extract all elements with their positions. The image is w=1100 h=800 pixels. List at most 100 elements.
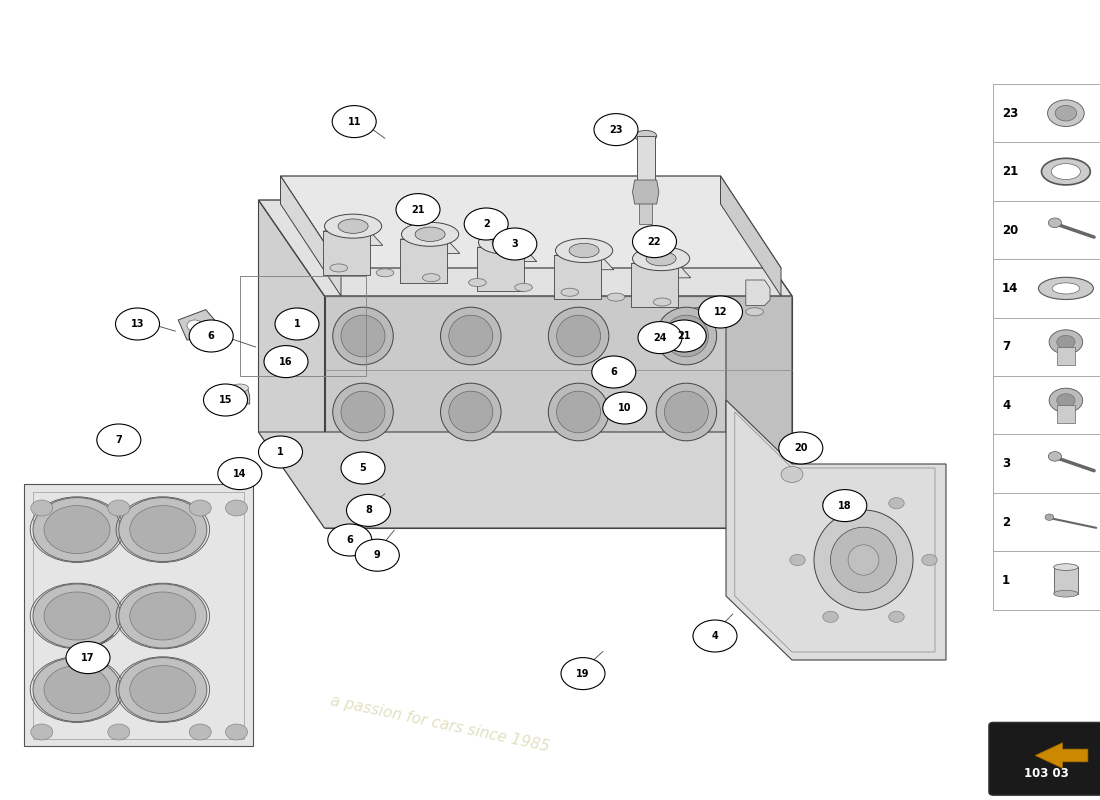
Text: 9: 9 (374, 550, 381, 560)
Circle shape (97, 424, 141, 456)
Ellipse shape (557, 315, 601, 357)
Ellipse shape (1053, 283, 1079, 294)
Text: 23: 23 (1002, 106, 1019, 120)
Ellipse shape (492, 235, 522, 250)
Polygon shape (631, 263, 691, 278)
Polygon shape (746, 280, 770, 306)
Text: a passion for cars since 1985: a passion for cars since 1985 (329, 694, 551, 754)
Text: 5: 5 (359, 458, 365, 467)
Text: 7: 7 (1002, 340, 1010, 354)
Ellipse shape (1047, 100, 1085, 126)
Text: 6: 6 (346, 535, 353, 545)
Polygon shape (554, 255, 601, 299)
Bar (1057, 346, 1075, 365)
Circle shape (264, 346, 308, 378)
Polygon shape (1035, 742, 1088, 768)
Ellipse shape (515, 283, 532, 291)
Circle shape (1045, 514, 1054, 520)
Text: 103 03: 103 03 (1024, 767, 1068, 780)
Circle shape (561, 658, 605, 690)
Circle shape (108, 724, 130, 740)
Text: 1: 1 (294, 319, 300, 329)
Circle shape (638, 322, 682, 354)
Circle shape (698, 296, 742, 328)
Text: 22: 22 (647, 230, 660, 240)
Circle shape (187, 320, 202, 331)
Circle shape (592, 356, 636, 388)
Ellipse shape (607, 293, 625, 301)
Circle shape (779, 432, 823, 464)
Circle shape (662, 320, 706, 352)
Ellipse shape (324, 214, 382, 238)
Circle shape (31, 500, 53, 516)
Bar (637, 136, 654, 200)
Polygon shape (280, 176, 781, 268)
Polygon shape (323, 231, 370, 275)
Ellipse shape (402, 222, 459, 246)
Text: 12: 12 (714, 307, 727, 317)
Circle shape (341, 452, 385, 484)
Circle shape (189, 500, 211, 516)
Text: 18: 18 (836, 495, 849, 505)
Text: 10: 10 (617, 397, 630, 406)
Ellipse shape (632, 246, 690, 270)
Polygon shape (477, 247, 537, 262)
Text: 1: 1 (1002, 574, 1010, 587)
Polygon shape (178, 310, 217, 340)
Text: 22: 22 (648, 237, 661, 246)
Circle shape (396, 194, 440, 226)
Ellipse shape (635, 130, 657, 142)
Ellipse shape (1042, 158, 1090, 185)
Ellipse shape (376, 269, 394, 277)
Circle shape (116, 308, 160, 340)
Circle shape (119, 584, 207, 648)
Circle shape (355, 539, 399, 571)
Bar (993, 142, 1100, 201)
Text: 3: 3 (512, 239, 518, 249)
Bar (993, 259, 1100, 318)
Ellipse shape (700, 303, 717, 311)
Ellipse shape (338, 219, 368, 234)
Text: EUROPES: EUROPES (433, 354, 755, 414)
Polygon shape (280, 176, 341, 296)
Ellipse shape (449, 391, 493, 433)
Circle shape (130, 592, 196, 640)
Circle shape (781, 466, 803, 482)
Polygon shape (400, 239, 447, 283)
Ellipse shape (1052, 164, 1080, 179)
Polygon shape (24, 484, 253, 746)
Polygon shape (258, 432, 792, 528)
Circle shape (44, 666, 110, 714)
Bar (639, 200, 652, 224)
Ellipse shape (664, 391, 708, 433)
Circle shape (44, 506, 110, 554)
Polygon shape (230, 388, 250, 404)
Circle shape (823, 611, 838, 622)
Polygon shape (632, 180, 659, 204)
Ellipse shape (561, 288, 579, 296)
Text: 15: 15 (218, 390, 231, 399)
Ellipse shape (830, 527, 896, 593)
Ellipse shape (848, 545, 879, 575)
Ellipse shape (332, 383, 394, 441)
Ellipse shape (1049, 330, 1082, 354)
Bar (993, 84, 1100, 142)
Bar (993, 376, 1100, 434)
Polygon shape (258, 200, 792, 296)
Text: 20: 20 (793, 437, 806, 446)
Circle shape (119, 658, 207, 722)
Text: 14: 14 (1002, 282, 1019, 295)
Ellipse shape (664, 315, 708, 357)
Circle shape (275, 308, 319, 340)
Ellipse shape (1057, 394, 1075, 407)
Circle shape (823, 490, 867, 522)
Ellipse shape (548, 307, 609, 365)
Bar (993, 201, 1100, 259)
Circle shape (603, 392, 647, 424)
Ellipse shape (422, 274, 440, 282)
Text: 11: 11 (348, 109, 361, 118)
Bar (993, 551, 1100, 610)
Ellipse shape (656, 307, 717, 365)
Text: 4: 4 (1002, 398, 1010, 412)
Text: 3: 3 (1002, 457, 1010, 470)
